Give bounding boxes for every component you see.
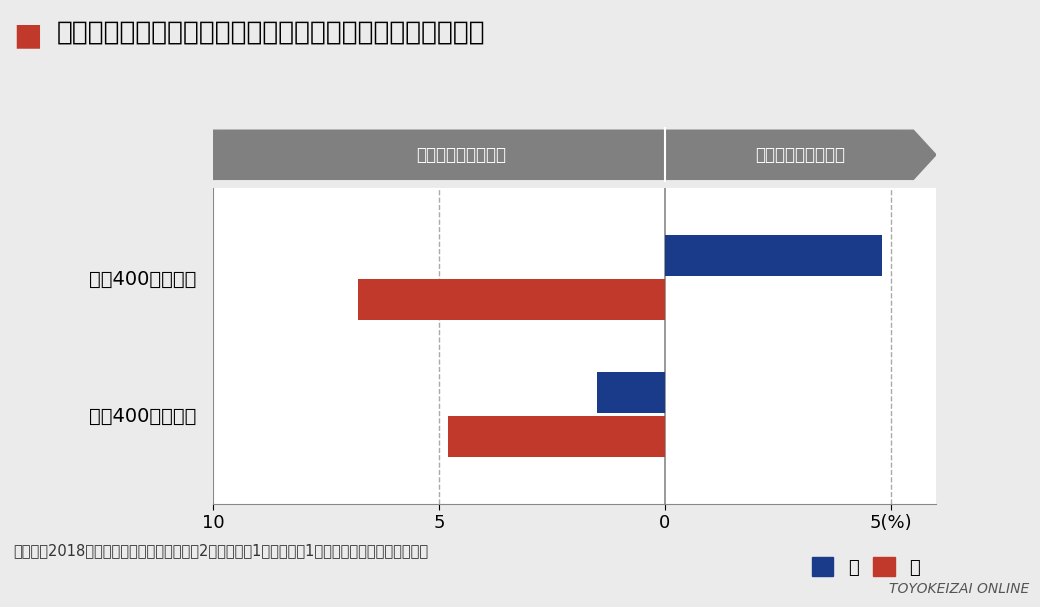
Text: 「恋愛に能動的な男女」を年収別に見た場合の未既婚者の差: 「恋愛に能動的な男女」を年収別に見た場合の未既婚者の差 [57, 19, 486, 46]
Text: 既婚者のほうが多い: 既婚者のほうが多い [417, 146, 506, 164]
Legend: 男, 女: 男, 女 [804, 550, 927, 584]
Bar [358, 279, 665, 320]
FancyArrow shape [665, 131, 922, 179]
FancyArrow shape [200, 131, 665, 179]
Text: （出所）2018年ソロもんラボ調査　（全国2万人：未婚1万人／既婚1万人対象）より荒川和久作成: （出所）2018年ソロもんラボ調査 （全国2万人：未婚1万人／既婚1万人対象）よ… [14, 543, 428, 558]
Bar [665, 235, 882, 276]
Bar [448, 416, 665, 457]
Text: TOYOKEIZAI ONLINE: TOYOKEIZAI ONLINE [889, 582, 1030, 596]
Bar [597, 372, 665, 413]
Text: ■: ■ [14, 21, 43, 50]
Text: 未婚者のほうが多い: 未婚者のほうが多い [755, 146, 846, 164]
FancyArrow shape [213, 131, 936, 180]
